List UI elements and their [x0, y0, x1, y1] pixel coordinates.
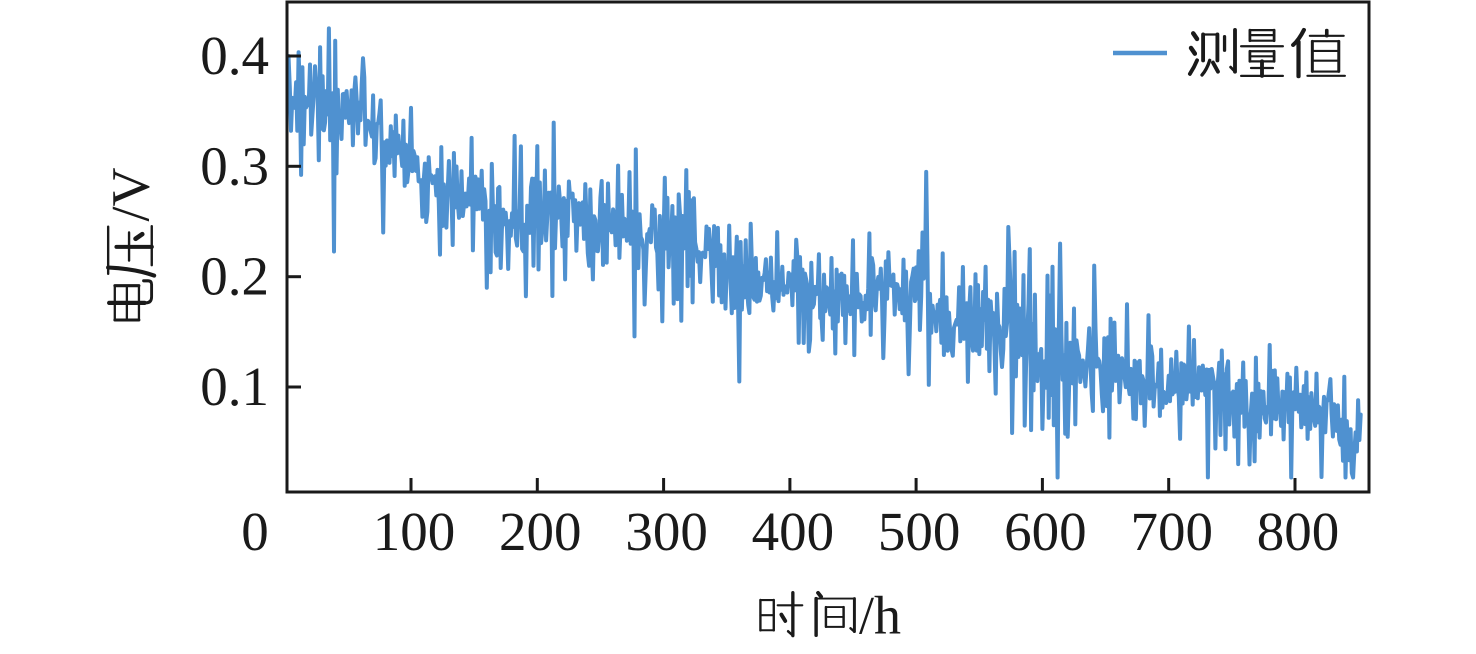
svg-text:700: 700	[1130, 501, 1213, 562]
svg-text:500: 500	[878, 501, 961, 562]
svg-text:0.3: 0.3	[200, 135, 269, 196]
svg-text:0.4: 0.4	[200, 25, 269, 86]
svg-text:100: 100	[373, 501, 456, 562]
svg-text:0: 0	[241, 501, 269, 562]
svg-text:200: 200	[499, 501, 582, 562]
svg-text:0.1: 0.1	[200, 356, 269, 417]
svg-text:800: 800	[1257, 501, 1340, 562]
svg-text:300: 300	[625, 501, 708, 562]
svg-text:600: 600	[1004, 501, 1087, 562]
svg-text:/V: /V	[101, 167, 161, 221]
svg-text:/h: /h	[859, 586, 901, 646]
svg-text:400: 400	[752, 501, 835, 562]
svg-text:0.2: 0.2	[200, 246, 269, 307]
